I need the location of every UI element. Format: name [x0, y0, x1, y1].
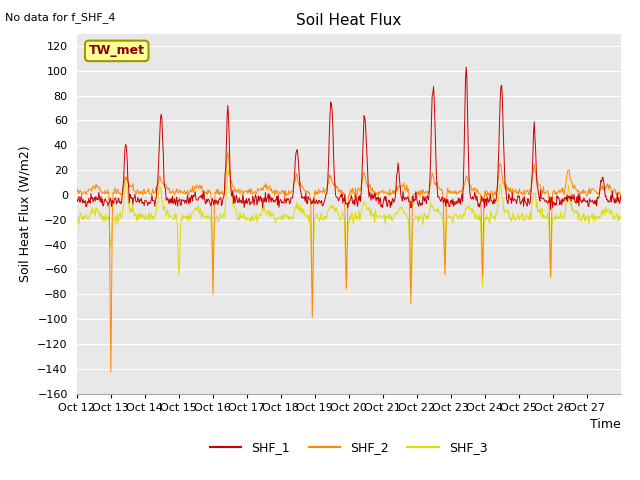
SHF_1: [462, 64, 470, 70]
SHF_1: [137, 198, 145, 204]
SHF_1: [264, 194, 271, 200]
SHF_1: [73, 197, 81, 203]
SHF_3: [617, 214, 625, 219]
Text: No data for f_SHF_4: No data for f_SHF_4: [5, 12, 116, 23]
SHF_2: [73, 191, 81, 196]
SHF_3: [237, 214, 245, 220]
SHF_1: [237, 197, 244, 203]
SHF_2: [224, 150, 232, 156]
Line: SHF_3: SHF_3: [77, 166, 621, 294]
SHF_3: [437, 211, 445, 216]
SHF_3: [73, 213, 81, 219]
SHF_2: [285, 191, 293, 196]
SHF_2: [265, 183, 273, 189]
SHF_1: [284, 196, 292, 202]
Y-axis label: Soil Heat Flux (W/m2): Soil Heat Flux (W/m2): [19, 145, 32, 282]
Title: Soil Heat Flux: Soil Heat Flux: [296, 13, 401, 28]
SHF_3: [225, 163, 233, 169]
Legend: SHF_1, SHF_2, SHF_3: SHF_1, SHF_2, SHF_3: [205, 436, 492, 459]
Text: TW_met: TW_met: [89, 44, 145, 58]
SHF_2: [617, 192, 625, 198]
Line: SHF_1: SHF_1: [77, 67, 621, 209]
SHF_1: [405, 198, 413, 204]
SHF_2: [406, 258, 414, 264]
SHF_3: [285, 214, 292, 219]
SHF_3: [308, 291, 316, 297]
SHF_1: [547, 206, 554, 212]
SHF_2: [107, 369, 115, 375]
SHF_2: [437, 187, 445, 193]
SHF_1: [435, 195, 443, 201]
SHF_1: [617, 193, 625, 199]
SHF_2: [238, 188, 246, 193]
SHF_2: [138, 189, 145, 194]
SHF_3: [406, 281, 414, 287]
X-axis label: Time: Time: [590, 418, 621, 431]
Line: SHF_2: SHF_2: [77, 153, 621, 372]
SHF_3: [264, 208, 272, 214]
SHF_3: [137, 216, 145, 221]
